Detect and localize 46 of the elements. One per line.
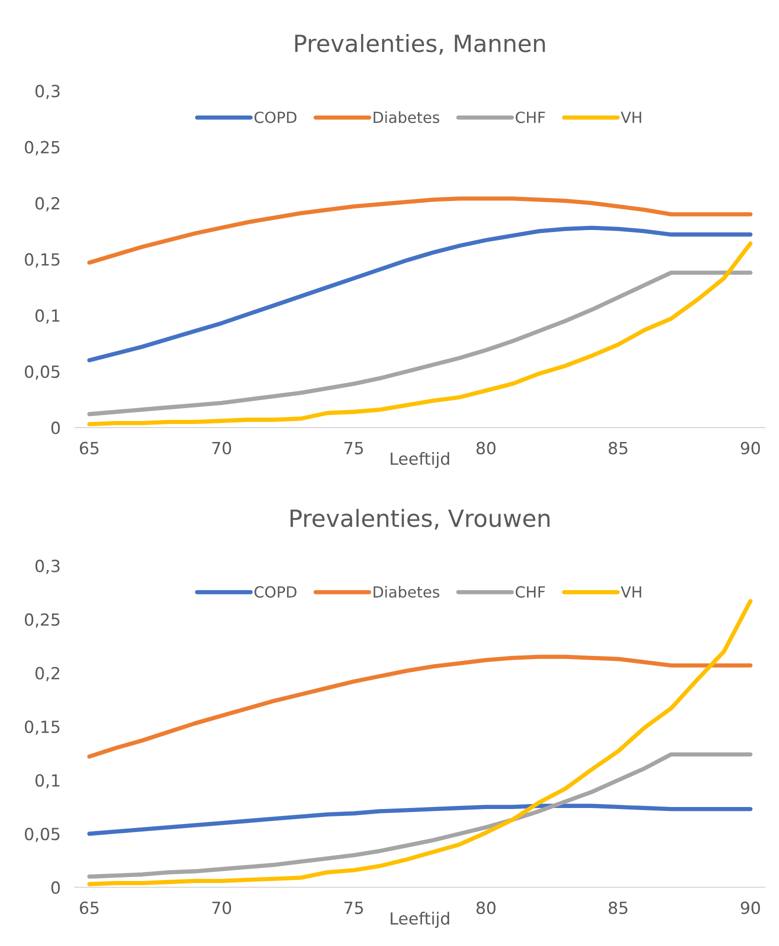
y-tick-label: 0,05 [24,365,60,380]
y-tick-label: 0,3 [35,84,60,100]
legend-label: VH [620,586,642,598]
y-tick-label: 0,3 [35,560,60,574]
x-tick-label: 85 [608,442,628,454]
x-tick-label: 70 [212,442,232,454]
x-tick-label: 65 [80,902,98,914]
y-tick-label: 0,1 [35,309,60,324]
x-tick-label: 85 [608,902,628,914]
x-tick-label: 70 [212,902,232,914]
legend-label: CHF [516,112,545,124]
legend-label: COPD [254,112,296,124]
chart-title: Prevalenties, Mannen [295,34,545,55]
y-tick-label: 0,25 [24,613,60,628]
line-series [87,241,753,426]
y-tick-label: 0,15 [24,720,60,735]
line-series [87,752,753,879]
y-tick-label: 0,25 [24,140,60,156]
y-tick-label: 0,2 [35,666,60,682]
legend-label: Diabetes [374,111,440,124]
legend-label: Diabetes [374,586,440,598]
y-tick-label: 0,2 [35,197,60,212]
x-axis-title: Leeftijd [390,912,450,928]
legend-label: CHF [516,586,545,598]
chart-title: Prevalenties, Vrouwen [290,508,550,530]
x-tick-label: 80 [476,442,496,454]
x-axis-title: Leeftijd [390,452,450,468]
legend-label: COPD [254,586,296,598]
x-tick-label: 90 [740,902,760,914]
y-tick-label: 0,1 [35,774,60,788]
y-tick-label: 0 [51,422,60,434]
x-tick-label: 75 [344,902,363,914]
line-series [87,196,753,265]
y-tick-label: 0,05 [24,828,60,842]
x-tick-label: 65 [80,442,98,454]
x-tick-label: 75 [344,442,363,454]
y-tick-label: 0,15 [24,253,60,268]
line-series [87,654,753,759]
line-series [87,270,753,416]
line-series [87,226,753,362]
y-tick-label: 0 [51,881,60,894]
x-tick-label: 80 [476,902,496,914]
line-series [87,804,753,836]
line-series [87,599,753,886]
x-tick-label: 90 [740,442,760,454]
legend-label: VH [620,112,642,123]
